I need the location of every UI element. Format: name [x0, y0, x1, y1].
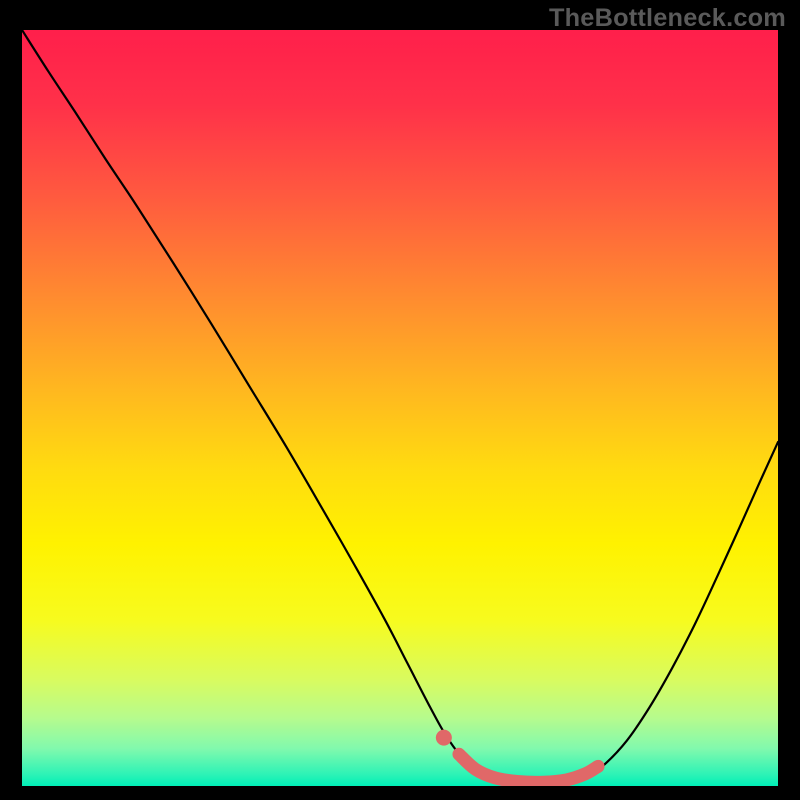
gradient-background: [22, 30, 778, 786]
watermark-text: TheBottleneck.com: [549, 4, 786, 33]
chart-stage: TheBottleneck.com: [0, 0, 800, 800]
highlight-dot: [436, 730, 452, 746]
bottleneck-curve-chart: [0, 0, 800, 800]
